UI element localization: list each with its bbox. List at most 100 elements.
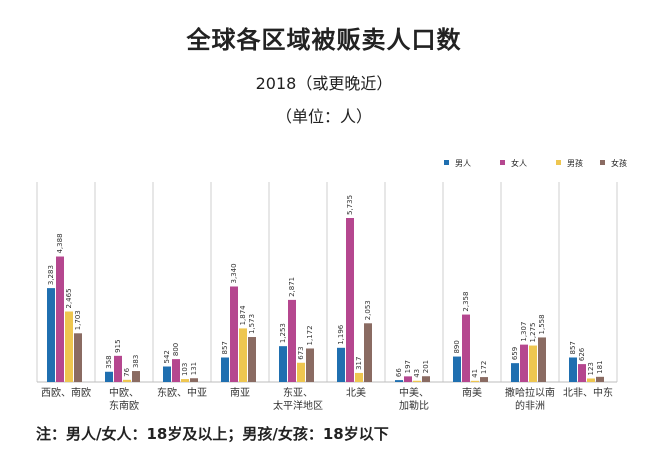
bar — [346, 218, 354, 382]
bar — [56, 256, 64, 382]
bar — [413, 380, 421, 382]
bar — [511, 363, 519, 382]
data-label: 43 — [413, 369, 421, 378]
data-label: 659 — [511, 347, 519, 360]
data-label: 1,558 — [538, 314, 546, 334]
chart-title: 全球各区域被贩卖人口数 — [186, 26, 462, 54]
data-label: 2,465 — [65, 288, 73, 308]
data-label: 800 — [172, 343, 180, 356]
data-label: 131 — [190, 362, 198, 375]
data-label: 857 — [221, 341, 229, 354]
bar — [337, 347, 345, 382]
bar — [74, 333, 82, 382]
data-label: 673 — [297, 346, 305, 359]
chart-subtitle: 2018（或更晚近） — [255, 74, 393, 93]
data-label: 123 — [587, 362, 595, 375]
data-label: 1,703 — [74, 310, 82, 330]
data-label: 181 — [596, 360, 604, 373]
legend-label-women: 女人 — [511, 159, 527, 168]
category-label: 东亚、 — [283, 386, 313, 399]
bar — [114, 355, 122, 382]
bar — [480, 377, 488, 382]
bar — [248, 337, 256, 382]
bar — [123, 379, 131, 382]
data-label: 1,874 — [239, 305, 247, 326]
legend-item-boys: 男孩 — [556, 158, 583, 169]
bar — [538, 337, 546, 382]
bar — [471, 380, 479, 382]
legend-swatch-girls — [600, 160, 605, 165]
bar — [297, 362, 305, 382]
data-label: 1,172 — [306, 325, 314, 345]
category-label: 中欧、 — [109, 386, 139, 399]
category-label: 南亚 — [230, 386, 250, 399]
category-label: 西欧、南欧 — [41, 386, 91, 399]
footnote: 注：男人/女人：18岁及以上；男孩/女孩：18岁以下 — [36, 425, 389, 443]
bar — [453, 356, 461, 382]
bar — [364, 323, 372, 382]
category-label: 北非、中东 — [563, 386, 613, 399]
legend-swatch-men — [444, 160, 449, 165]
data-label: 1,307 — [520, 322, 528, 342]
legend-label-girls: 女孩 — [611, 159, 627, 168]
data-label: 172 — [480, 361, 488, 374]
chart-legend: 男人 女人 男孩 女孩 — [430, 158, 640, 174]
data-label: 857 — [569, 341, 577, 354]
legend-item-women: 女人 — [500, 158, 527, 169]
data-label: 383 — [132, 355, 140, 368]
category-label: 北美 — [346, 386, 366, 399]
bar — [587, 378, 595, 382]
category-label: 东南欧 — [109, 399, 139, 412]
data-label: 197 — [404, 360, 412, 373]
bar — [569, 357, 577, 382]
data-label: 201 — [422, 360, 430, 373]
bar — [520, 344, 528, 382]
bar — [132, 371, 140, 382]
category-label: 太平洋地区 — [273, 399, 323, 412]
bar — [422, 376, 430, 382]
category-label: 的非洲 — [515, 399, 545, 412]
data-label: 2,358 — [462, 292, 470, 312]
data-label: 2,053 — [364, 300, 372, 320]
legend-label-men: 男人 — [455, 159, 471, 168]
data-label: 103 — [181, 363, 189, 376]
data-label: 1,196 — [337, 324, 345, 345]
category-label: 加勒比 — [399, 399, 429, 412]
bar — [163, 366, 171, 382]
unit-label: （单位：人） — [275, 107, 372, 126]
data-label: 317 — [355, 357, 363, 370]
bar — [578, 364, 586, 382]
data-label: 1,275 — [529, 322, 537, 342]
legend-item-girls: 女孩 — [600, 158, 627, 169]
bar — [172, 359, 180, 382]
bar — [239, 328, 247, 382]
category-label: 中美、 — [399, 386, 429, 399]
bar — [221, 357, 229, 382]
bar — [596, 376, 604, 382]
bar — [404, 376, 412, 382]
data-label: 4,388 — [56, 233, 64, 253]
bar — [288, 299, 296, 382]
data-label: 5,735 — [346, 195, 354, 215]
data-label: 626 — [578, 347, 586, 361]
bar — [65, 311, 73, 382]
legend-swatch-women — [500, 160, 505, 165]
bar — [462, 314, 470, 382]
data-label: 890 — [453, 340, 461, 353]
data-label: 76 — [123, 367, 131, 376]
data-label: 1,573 — [248, 314, 256, 334]
bar — [47, 288, 55, 382]
category-label: 撒哈拉以南 — [505, 386, 555, 399]
bar — [355, 372, 363, 382]
data-label: 66 — [395, 368, 403, 377]
data-label: 3,283 — [47, 265, 55, 285]
category-label: 东欧、中亚 — [157, 386, 207, 399]
bar — [230, 286, 238, 382]
bar — [181, 379, 189, 382]
legend-swatch-boys — [556, 160, 561, 165]
bar — [190, 378, 198, 382]
data-label: 3,340 — [230, 263, 238, 283]
data-label: 2,871 — [288, 277, 296, 297]
legend-item-men: 男人 — [444, 158, 471, 169]
